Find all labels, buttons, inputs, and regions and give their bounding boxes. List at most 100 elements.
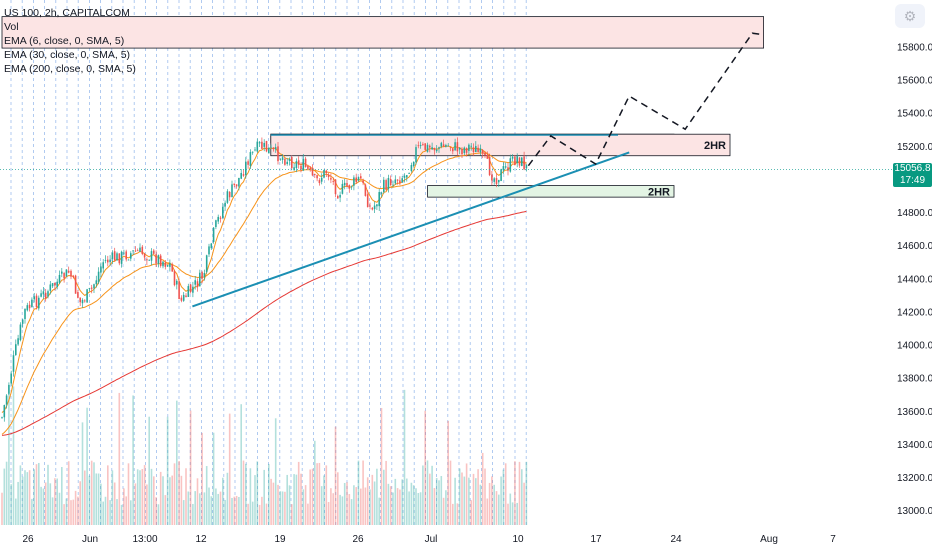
- candle: [100, 266, 102, 273]
- candle: [28, 304, 31, 309]
- target-zone[interactable]: [1, 16, 764, 49]
- ema-30-line[interactable]: [1, 152, 527, 435]
- volume-bar: [111, 470, 114, 525]
- volume-bar: [205, 466, 208, 525]
- candle: [63, 273, 65, 279]
- volume-bar: [300, 473, 302, 525]
- volume-bar: [134, 483, 137, 525]
- candle: [118, 253, 121, 264]
- volume-bar: [254, 475, 256, 525]
- volume-bar: [364, 487, 367, 525]
- candle: [79, 297, 81, 303]
- volume-bar: [194, 491, 196, 525]
- candle: [155, 254, 157, 264]
- candle: [429, 145, 431, 148]
- projection-path[interactable]: [527, 32, 764, 167]
- candle: [286, 161, 288, 165]
- candle: [111, 252, 114, 260]
- gear-icon[interactable]: ⚙: [895, 4, 925, 28]
- candle: [357, 177, 360, 181]
- x-tick-label: 10: [512, 534, 524, 545]
- x-tick-label: 7: [830, 534, 836, 545]
- candle: [164, 262, 167, 267]
- candle: [270, 147, 272, 149]
- volume-bar: [72, 499, 75, 525]
- legend-ema-200[interactable]: EMA (200, close, 0, SMA, 5): [4, 63, 136, 75]
- candle: [304, 158, 307, 168]
- volume-bar: [265, 503, 268, 525]
- volume-bar: [288, 485, 291, 525]
- legend-symbol[interactable]: US 100, 2h, CAPITALCOM: [4, 7, 130, 19]
- volume-bar: [185, 468, 187, 525]
- candle: [116, 253, 118, 261]
- legend-ema-30[interactable]: EMA (30, close, 0, SMA, 5): [4, 49, 131, 61]
- volume-bar: [8, 393, 10, 525]
- ema-200-line[interactable]: [1, 210, 527, 436]
- candle: [189, 284, 192, 293]
- volume-bar: [258, 504, 261, 525]
- candle: [159, 255, 162, 266]
- volume-bar: [486, 498, 489, 525]
- candle: [51, 283, 54, 287]
- volume-bar: [408, 491, 410, 525]
- volume-bar: [58, 492, 61, 525]
- candle: [3, 405, 6, 418]
- volume-bar: [284, 491, 286, 525]
- volume-bar: [157, 504, 160, 525]
- volume-bar: [449, 460, 452, 525]
- candle: [42, 291, 45, 295]
- volume-bar: [295, 474, 298, 525]
- volume-bar: [189, 410, 192, 525]
- volume-bar: [463, 476, 466, 525]
- candle: [435, 149, 438, 152]
- volume-bar: [56, 478, 58, 525]
- volume-bar: [49, 483, 52, 525]
- resistance-zone-2hr[interactable]: [270, 133, 731, 157]
- candle: [10, 373, 12, 384]
- candle: [146, 259, 148, 261]
- candle: [362, 180, 364, 184]
- volume-bar: [401, 479, 403, 525]
- candle: [396, 179, 399, 181]
- volume-bar: [54, 478, 56, 525]
- candle: [185, 295, 187, 297]
- volume-bar: [281, 491, 284, 525]
- candle: [498, 179, 500, 183]
- bar-countdown: 17:49: [899, 175, 926, 186]
- candle: [445, 145, 447, 147]
- volume-bar: [518, 461, 521, 525]
- candle: [491, 174, 493, 181]
- volume-bar: [373, 481, 376, 525]
- volume-bar: [155, 497, 157, 525]
- last-price-value: 15056.8: [894, 163, 931, 174]
- x-tick-label: 13:00: [132, 534, 157, 545]
- volume-bar: [353, 485, 355, 525]
- volume-bar: [419, 492, 422, 525]
- support-zone-2hr[interactable]: [427, 185, 675, 198]
- candle: [148, 259, 150, 261]
- rising-trendline[interactable]: [192, 151, 630, 308]
- candle: [19, 324, 22, 341]
- candle: [307, 166, 309, 169]
- candle: [86, 289, 88, 303]
- volume-bar: [293, 474, 295, 525]
- volume-bar: [74, 490, 77, 525]
- volume-bar: [491, 476, 493, 525]
- volume-bar: [123, 488, 125, 525]
- volume-bar: [302, 489, 305, 525]
- legend-ema-6[interactable]: EMA (6, close, 0, SMA, 5): [4, 35, 125, 47]
- candle: [475, 146, 477, 153]
- candle: [61, 271, 63, 274]
- candle: [288, 158, 291, 161]
- volume-bar: [3, 468, 6, 525]
- candle: [251, 151, 254, 153]
- volume-bar: [461, 472, 463, 525]
- legend-vol[interactable]: Vol: [4, 21, 19, 33]
- candle: [385, 180, 387, 190]
- candle: [31, 299, 33, 308]
- candle: [199, 272, 201, 287]
- candle: [422, 144, 424, 145]
- volume-bar: [26, 472, 29, 525]
- candle: [378, 192, 380, 207]
